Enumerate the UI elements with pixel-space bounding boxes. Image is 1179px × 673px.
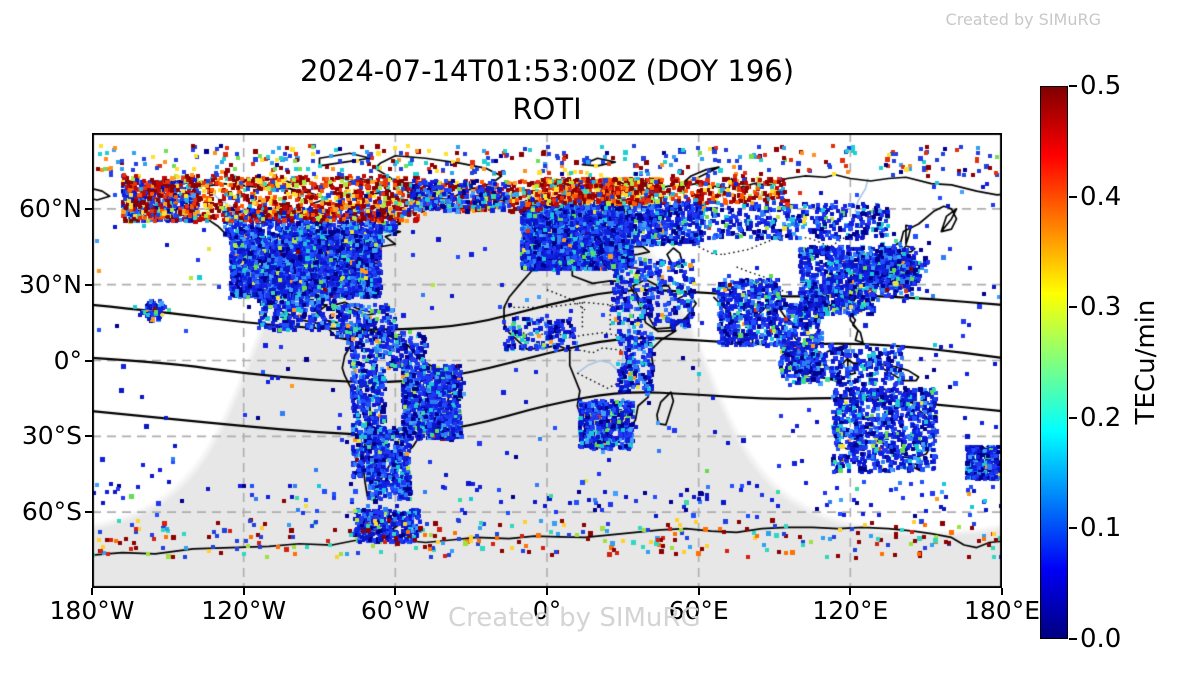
- x-tick-label: 120°E: [812, 596, 889, 625]
- x-tick-label: 60°E: [668, 596, 729, 625]
- plot-title-line1: 2024-07-14T01:53:00Z (DOY 196): [299, 54, 795, 88]
- colorbar-tick-mark: [1069, 85, 1077, 87]
- y-tick-mark: [85, 359, 92, 362]
- x-tick-mark: [1001, 588, 1003, 595]
- x-tick-mark: [697, 588, 700, 595]
- colorbar-tick-label: 0.3: [1080, 292, 1122, 323]
- x-tick-label: 120°W: [201, 596, 287, 625]
- plot-title: 2024-07-14T01:53:00Z (DOY 196) ROTI: [92, 52, 1002, 128]
- watermark-bottom: Created by SIMuRG: [448, 603, 701, 633]
- colorbar-tick-label: 0.0: [1080, 624, 1122, 654]
- colorbar-tick-label: 0.2: [1080, 402, 1122, 433]
- y-tick-mark: [85, 511, 92, 514]
- colorbar-tick-mark: [1069, 416, 1077, 419]
- x-tick-mark: [242, 588, 245, 595]
- x-tick-mark: [546, 588, 548, 595]
- y-tick-label: 30°N: [18, 269, 82, 299]
- x-tick-mark: [91, 588, 93, 595]
- colorbar-tick-mark: [1069, 527, 1077, 530]
- y-tick-label: 60°S: [21, 497, 82, 527]
- x-tick-label: 180°E: [963, 596, 1040, 625]
- y-tick-mark: [85, 207, 92, 210]
- x-tick-mark: [849, 588, 852, 595]
- plot-title-line2: ROTI: [512, 92, 582, 126]
- colorbar-tick-label: 0.1: [1080, 513, 1122, 544]
- colorbar-gradient: [1040, 86, 1068, 639]
- x-tick-label: 60°W: [360, 596, 430, 625]
- y-tick-mark: [85, 435, 92, 438]
- roti-map-canvas: [92, 133, 1002, 588]
- colorbar-tick-mark: [1069, 638, 1077, 640]
- x-tick-mark: [394, 588, 397, 595]
- watermark-top: Created by SIMuRG: [945, 10, 1101, 29]
- y-tick-mark: [85, 283, 92, 286]
- colorbar-tick-mark: [1069, 306, 1077, 309]
- x-tick-label: 0°: [532, 596, 562, 625]
- y-tick-label: 60°N: [18, 193, 82, 223]
- y-tick-label: 0°: [53, 345, 82, 375]
- colorbar-tick-label: 0.5: [1080, 71, 1122, 101]
- colorbar-tick-label: 0.4: [1080, 181, 1122, 212]
- y-tick-label: 30°S: [21, 421, 82, 451]
- x-tick-label: 180°W: [49, 596, 135, 625]
- colorbar-tick-mark: [1069, 195, 1077, 198]
- colorbar-axis-label-text: TECu/min: [1131, 299, 1161, 425]
